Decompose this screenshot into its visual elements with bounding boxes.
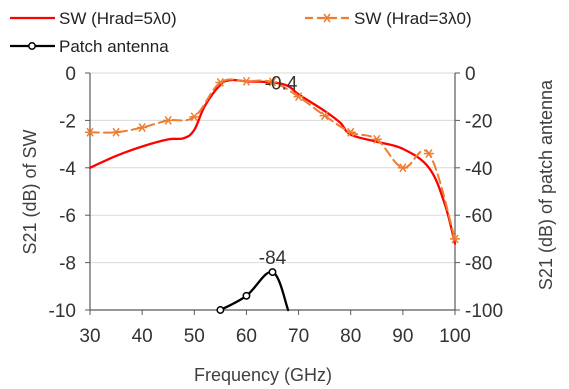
- x-tick-label: 40: [132, 326, 153, 347]
- ticks: 30 40 50 60 70 80 90 1000-2-4-6-8-100-20-40-60-…: [49, 64, 504, 347]
- series-point: [423, 149, 434, 159]
- y-right-tick-label: -20: [465, 111, 492, 132]
- series-point: [450, 234, 460, 244]
- data-label: -84: [259, 248, 287, 269]
- series-point: [319, 111, 330, 121]
- y-left-tick-label: -8: [59, 254, 76, 275]
- legend-item: Patch antenna: [10, 37, 169, 56]
- series-point: [371, 134, 382, 144]
- series-point: [216, 306, 225, 314]
- series-0: [88, 78, 457, 245]
- x-tick-label: 80: [340, 326, 361, 347]
- legend-item: SW (Hrad=5λ0): [10, 9, 177, 28]
- series-layer: [85, 76, 460, 314]
- y-right-tick-label: -60: [465, 206, 492, 227]
- axes: [89, 73, 456, 311]
- series-point: [397, 163, 408, 173]
- y-left-tick-label: -2: [59, 111, 76, 132]
- series-point: [189, 112, 200, 122]
- series-point: [242, 291, 251, 300]
- series-point: [111, 127, 122, 137]
- legend-label: SW (Hrad=3λ0): [354, 9, 472, 28]
- x-tick-label: 60: [236, 326, 257, 347]
- series-point: [85, 127, 95, 137]
- series-point: [268, 268, 277, 277]
- y-left-tick-label: -10: [49, 301, 76, 322]
- y-left-tick-label: 0: [65, 64, 76, 85]
- x-tick-label: 30: [79, 326, 100, 347]
- y-left-tick-label: -4: [59, 159, 76, 180]
- series-point: [215, 78, 226, 87]
- x-tick-label: 50: [184, 326, 205, 347]
- legend-marker: [322, 13, 332, 23]
- legend-marker: [28, 42, 36, 50]
- y-axis-label-left: S21 (dB) of SW: [20, 129, 40, 254]
- series-line: [88, 78, 457, 245]
- x-tick-label: 90: [392, 326, 413, 347]
- annotations: -0.4 -84: [259, 73, 298, 269]
- legend-label: Patch antenna: [59, 37, 169, 56]
- legend: SW (Hrad=5λ0) SW (Hrad=3λ0) Patch antenna: [10, 9, 472, 56]
- x-axis-label: Frequency (GHz): [194, 365, 332, 385]
- y-left-tick-label: -6: [59, 206, 76, 227]
- y-right-tick-label: 0: [465, 64, 476, 85]
- series-1: [85, 76, 460, 244]
- legend-item: SW (Hrad=3λ0): [305, 9, 472, 28]
- series-point: [137, 123, 148, 132]
- series-point: [163, 115, 174, 125]
- series-point: [267, 77, 278, 87]
- series-line: [219, 270, 290, 312]
- x-tick-label: 70: [288, 326, 309, 347]
- y-right-tick-label: -80: [465, 254, 492, 275]
- series-point: [293, 92, 304, 102]
- series-2: [216, 268, 290, 314]
- series-point: [241, 76, 252, 86]
- legend-label: SW (Hrad=5λ0): [59, 9, 177, 28]
- y-axis-label-right: S21 (dB) of patch antenna: [536, 79, 556, 290]
- y-right-tick-label: -100: [465, 301, 503, 322]
- y-right-tick-label: -40: [465, 159, 492, 180]
- series-point: [345, 127, 356, 137]
- data-label: -0.4: [265, 73, 298, 94]
- x-tick-label: 100: [439, 326, 471, 347]
